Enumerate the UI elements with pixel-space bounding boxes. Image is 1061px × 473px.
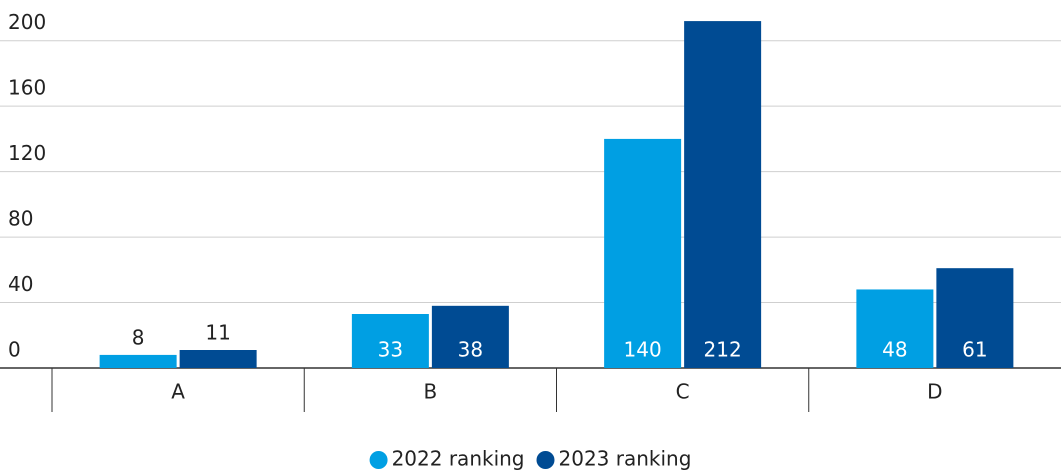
bar <box>684 21 762 368</box>
data-label: 11 <box>205 321 230 345</box>
legend-label: 2022 ranking <box>392 447 525 471</box>
legend-label: 2023 ranking <box>559 447 692 471</box>
data-label: 48 <box>882 338 907 362</box>
y-tick-label: 40 <box>8 272 33 296</box>
legend-swatch <box>536 451 555 469</box>
bar <box>604 138 682 368</box>
x-tick-label: D <box>927 380 942 404</box>
data-label: 33 <box>378 338 403 362</box>
y-tick-label: 80 <box>8 207 33 231</box>
data-label: 212 <box>704 338 742 362</box>
data-label: 140 <box>624 338 662 362</box>
data-label: 8 <box>132 325 145 349</box>
legend-item: 2023 ranking <box>536 447 692 471</box>
bar <box>179 350 257 368</box>
legend-swatch <box>369 451 388 469</box>
data-label: 38 <box>458 338 483 362</box>
bar <box>431 305 509 368</box>
bar <box>99 354 177 368</box>
legend-item: 2022 ranking <box>369 447 525 471</box>
y-tick-label: 200 <box>8 10 46 34</box>
bar <box>856 289 934 368</box>
y-tick-label: 120 <box>8 141 46 165</box>
x-tick-label: B <box>424 380 438 404</box>
y-tick-label: 0 <box>8 338 21 362</box>
x-tick-label: C <box>676 380 690 404</box>
y-tick-label: 160 <box>8 76 46 100</box>
data-label: 61 <box>962 338 987 362</box>
x-tick-label: A <box>171 380 185 404</box>
bar <box>936 268 1014 368</box>
bar <box>351 314 429 368</box>
